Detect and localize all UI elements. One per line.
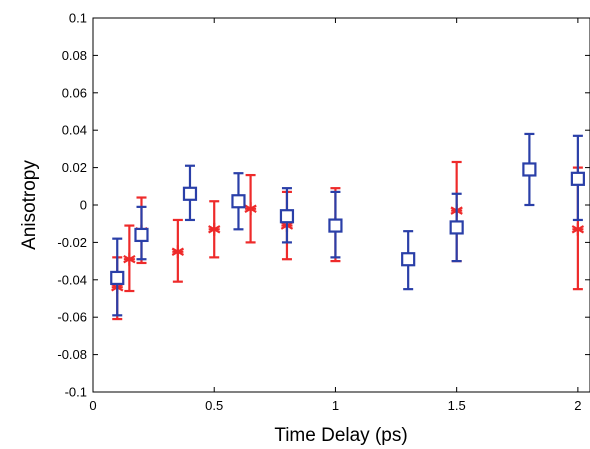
y-tick-label: 0.02 (62, 160, 87, 175)
data-point-square (449, 220, 464, 235)
y-tick-label: -0.02 (57, 235, 87, 250)
x-tick-label: 0.5 (205, 398, 223, 413)
data-point-square (401, 252, 416, 267)
y-tick-label: -0.08 (57, 347, 87, 362)
y-tick-label: 0.08 (62, 48, 87, 63)
data-point-square (328, 218, 343, 233)
y-axis: -0.1 -0.08 -0.06 -0.04 -0.02 0 0.02 0.04 0.06 0.0… (57, 11, 590, 400)
x-tick-label: 1 (332, 398, 339, 413)
data-point-square (231, 194, 246, 209)
x-tick-label: 0 (89, 398, 96, 413)
x-tick-label: 2 (574, 398, 581, 413)
data-point-square (279, 209, 295, 224)
data-point-asterisk (171, 245, 185, 259)
data-point-square (110, 270, 125, 286)
series-square (110, 132, 585, 317)
data-point-asterisk (123, 252, 136, 266)
y-tick-label: -0.04 (57, 272, 87, 287)
data-point-asterisk (208, 222, 221, 236)
x-axis-label: Time Delay (ps) (274, 425, 407, 446)
y-tick-label: 0 (80, 198, 87, 213)
data-point-asterisk (244, 202, 257, 216)
data-point-square (570, 171, 585, 186)
x-tick-label: 1.5 (448, 398, 466, 413)
plot-area (92, 17, 590, 393)
y-tick-label: 0.04 (62, 123, 87, 138)
data-point-square (134, 227, 149, 243)
y-tick-label: -0.1 (65, 385, 87, 400)
data-point-square (182, 186, 198, 201)
y-tick-label: 0.06 (62, 85, 87, 100)
y-tick-label: -0.06 (57, 310, 87, 325)
data-point-asterisk (571, 222, 585, 236)
y-axis-label: Anisotropy (19, 160, 40, 250)
data-point-square (522, 162, 537, 177)
x-axis: 0 0.5 1 1.5 2 (89, 18, 581, 413)
data-layer (110, 132, 585, 321)
y-tick-label: 0.1 (69, 11, 87, 26)
